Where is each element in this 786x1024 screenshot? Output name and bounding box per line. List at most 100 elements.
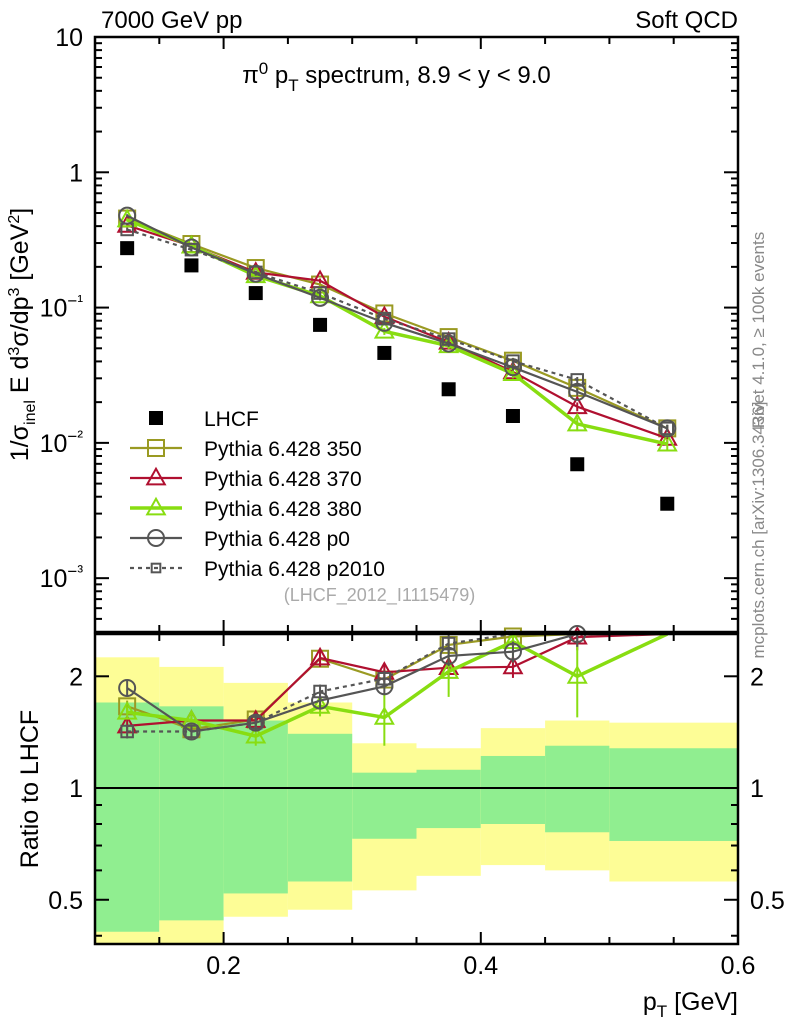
legend-label: Pythia 6.428 370 — [204, 468, 362, 491]
y-tick-label-base: 10 — [40, 295, 68, 323]
y-tick-label-base: 10 — [40, 565, 68, 593]
band-green — [95, 702, 160, 932]
marker-square — [377, 311, 392, 326]
side-text-mcplots: mcplots.cern.ch [arXiv:1306.3436] — [749, 401, 768, 658]
legend-item[interactable]: Pythia 6.428 p0 — [130, 528, 350, 551]
axis-ticks — [95, 36, 739, 944]
xl-p: p — [643, 988, 657, 1016]
marker-square — [248, 265, 263, 280]
marker-square — [570, 373, 585, 387]
ratio-uncertainty-bands — [95, 657, 738, 944]
side-text-rivet: Rivet 4.1.0, ≥ 100k events — [749, 232, 768, 428]
marker-square — [120, 222, 134, 237]
marker-circle — [147, 529, 165, 547]
legend-item[interactable]: Pythia 6.428 370 — [130, 466, 362, 491]
marker-square — [120, 724, 134, 739]
marker-square — [313, 684, 327, 699]
y-tick-label: 10−³ — [40, 562, 84, 593]
yl-1: 1/σ — [6, 424, 34, 461]
axis-titles: 1/σinel E d3σ/dp3 [GeV2]Ratio to LHCFpT … — [6, 208, 738, 1021]
series-line — [126, 217, 668, 430]
marker-circle — [375, 313, 394, 332]
ratio-y-tick-label-left: 0.5 — [48, 887, 83, 915]
marker-circle — [568, 382, 587, 401]
marker-filled-square — [377, 345, 392, 360]
marker-triangle — [502, 655, 524, 675]
y-tick-label: 1 — [69, 159, 83, 187]
legend-item[interactable]: Pythia 6.428 350 — [130, 438, 362, 461]
marker-circle — [503, 642, 522, 661]
title-rest: spectrum, 8.9 < y < 9.0 — [299, 62, 551, 89]
marker-triangle — [373, 706, 395, 725]
yl-2: E d — [6, 356, 34, 400]
legend-item[interactable]: Pythia 6.428 p2010 — [130, 558, 385, 581]
marker-triangle — [502, 362, 524, 382]
marker-triangle — [116, 701, 138, 720]
series-line — [126, 224, 668, 440]
marker-triangle — [438, 660, 460, 679]
marker-square — [147, 439, 165, 457]
marker-circle — [311, 288, 330, 307]
legend-label: LHCF — [204, 408, 259, 431]
xl-sub: T — [657, 1002, 667, 1021]
analysis-watermark: (LHCF_2012_I1115479) — [284, 585, 475, 606]
header-texts: 7000 GeV pp Soft QCD π0 pT spectrum, 8.9 <… — [101, 7, 768, 659]
series-line — [126, 228, 668, 430]
title-subT: T — [288, 76, 298, 95]
x-tick-label: 0.2 — [206, 952, 241, 980]
header-left: 7000 GeV pp — [101, 7, 242, 34]
ratio-y-tick-label-right: 2 — [750, 663, 764, 691]
ratio-y-tick-label-left: 2 — [69, 663, 83, 691]
legend-label: Pythia 6.428 380 — [204, 498, 362, 521]
marker-square — [150, 562, 162, 574]
marker-triangle — [245, 724, 267, 744]
legend-item[interactable]: LHCF — [149, 408, 259, 431]
y-tick-label-exp: −³ — [67, 562, 83, 581]
band-green — [416, 769, 481, 829]
marker-filled-square — [120, 241, 135, 256]
legend-label: Pythia 6.428 p0 — [204, 528, 350, 551]
y-tick-label: 10−¹ — [40, 292, 84, 323]
marker-triangle — [566, 665, 588, 684]
marker-square — [184, 242, 199, 257]
band-green — [223, 720, 288, 894]
marker-square — [248, 715, 263, 730]
yl-3: σ/dp — [6, 296, 34, 346]
x-tick-label: 0.6 — [721, 952, 756, 980]
marker-triangle — [309, 284, 331, 304]
yl-sup3b: 3 — [6, 287, 23, 296]
title-pi: π — [242, 62, 259, 89]
plot-title: π0 pT spectrum, 8.9 < y < 9.0 — [242, 59, 551, 95]
marker-square — [506, 354, 520, 368]
marker-filled-square — [313, 317, 328, 332]
legend-label: Pythia 6.428 350 — [204, 438, 362, 461]
yl-5: ] — [6, 208, 34, 215]
ratio-y-axis-label: Ratio to LHCF — [16, 710, 44, 868]
y-tick-label: 10−² — [40, 427, 84, 458]
marker-square — [313, 286, 327, 300]
y-axis-label: 1/σinel E d3σ/dp3 [GeV2] — [6, 208, 39, 461]
marker-triangle — [309, 695, 331, 714]
marker-triangle — [566, 412, 588, 432]
marker-filled-square — [149, 411, 163, 425]
marker-triangle — [309, 646, 331, 666]
x-tick-label: 0.4 — [463, 952, 498, 980]
legend-item[interactable]: Pythia 6.428 380 — [130, 496, 362, 521]
ratio-panel-series — [116, 625, 669, 746]
band-green — [352, 772, 417, 839]
marker-filled-square — [660, 496, 675, 511]
band-green — [480, 755, 546, 824]
header-right: Soft QCD — [635, 7, 738, 34]
ratio-y-tick-label-left: 1 — [69, 775, 83, 803]
marker-circle — [658, 419, 677, 438]
marker-filled-square — [248, 286, 263, 301]
title-sup0: 0 — [259, 59, 268, 78]
y-tick-label-exp: −² — [67, 427, 83, 446]
marker-filled-square — [441, 382, 456, 397]
marker-circle — [246, 713, 265, 732]
yl-sup3: 3 — [6, 347, 23, 356]
ratio-y-tick-label-right: 1 — [750, 775, 764, 803]
y-tick-label-base: 10 — [40, 430, 68, 458]
